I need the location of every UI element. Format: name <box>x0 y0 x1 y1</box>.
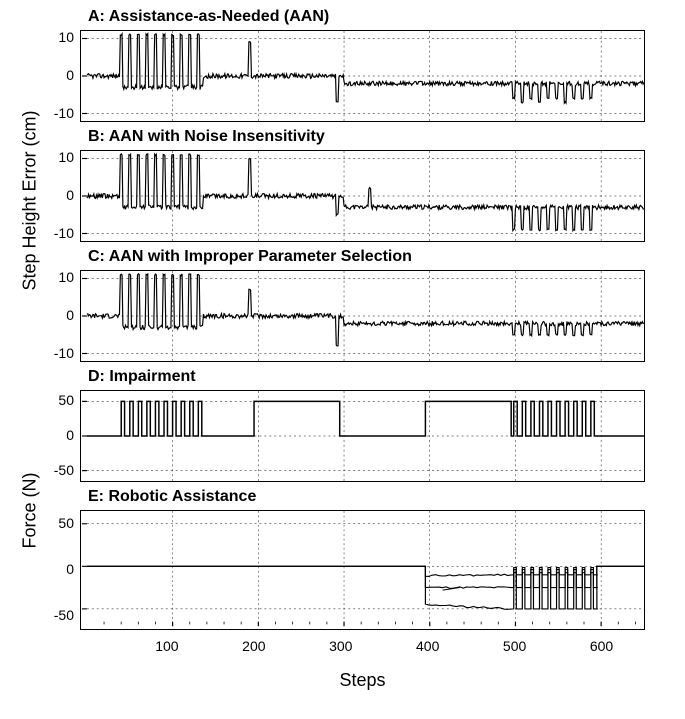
ytick-label: 10 <box>40 269 74 285</box>
xlabel-steps: Steps <box>80 670 645 691</box>
panel-title-E: E: Robotic Assistance <box>88 488 256 506</box>
panel-E <box>80 510 645 630</box>
ytick-label: 0 <box>40 67 74 83</box>
ytick-label: -10 <box>40 345 74 361</box>
panel-D <box>80 390 645 482</box>
ytick-label: 10 <box>40 29 74 45</box>
ytick-label: 50 <box>40 392 74 408</box>
ytick-label: 0 <box>40 561 74 577</box>
ytick-label: 50 <box>40 515 74 531</box>
ytick-label: -50 <box>40 462 74 478</box>
panel-B <box>80 150 645 242</box>
ytick-label: 10 <box>40 149 74 165</box>
xtick-label: 600 <box>582 638 622 654</box>
xtick-label: 300 <box>321 638 361 654</box>
ytick-label: 0 <box>40 307 74 323</box>
ytick-label: 0 <box>40 427 74 443</box>
panel-C <box>80 270 645 362</box>
panel-title-D: D: Impairment <box>88 368 196 386</box>
ytick-label: -10 <box>40 225 74 241</box>
panel-title-C: C: AAN with Improper Parameter Selection <box>88 248 412 266</box>
figure: Step Height Error (cm) Force (N) Steps A… <box>10 10 675 709</box>
ytick-label: -10 <box>40 105 74 121</box>
ylabel-step-height: Step Height Error (cm) <box>20 101 41 301</box>
panel-title-A: A: Assistance-as-Needed (AAN) <box>88 8 329 26</box>
xtick-label: 500 <box>495 638 535 654</box>
xtick-label: 100 <box>147 638 187 654</box>
ylabel-force: Force (N) <box>20 431 41 591</box>
panel-title-B: B: AAN with Noise Insensitivity <box>88 128 325 146</box>
xtick-label: 400 <box>408 638 448 654</box>
ytick-label: -50 <box>40 607 74 623</box>
ytick-label: 0 <box>40 187 74 203</box>
xtick-label: 200 <box>234 638 274 654</box>
panel-A <box>80 30 645 122</box>
